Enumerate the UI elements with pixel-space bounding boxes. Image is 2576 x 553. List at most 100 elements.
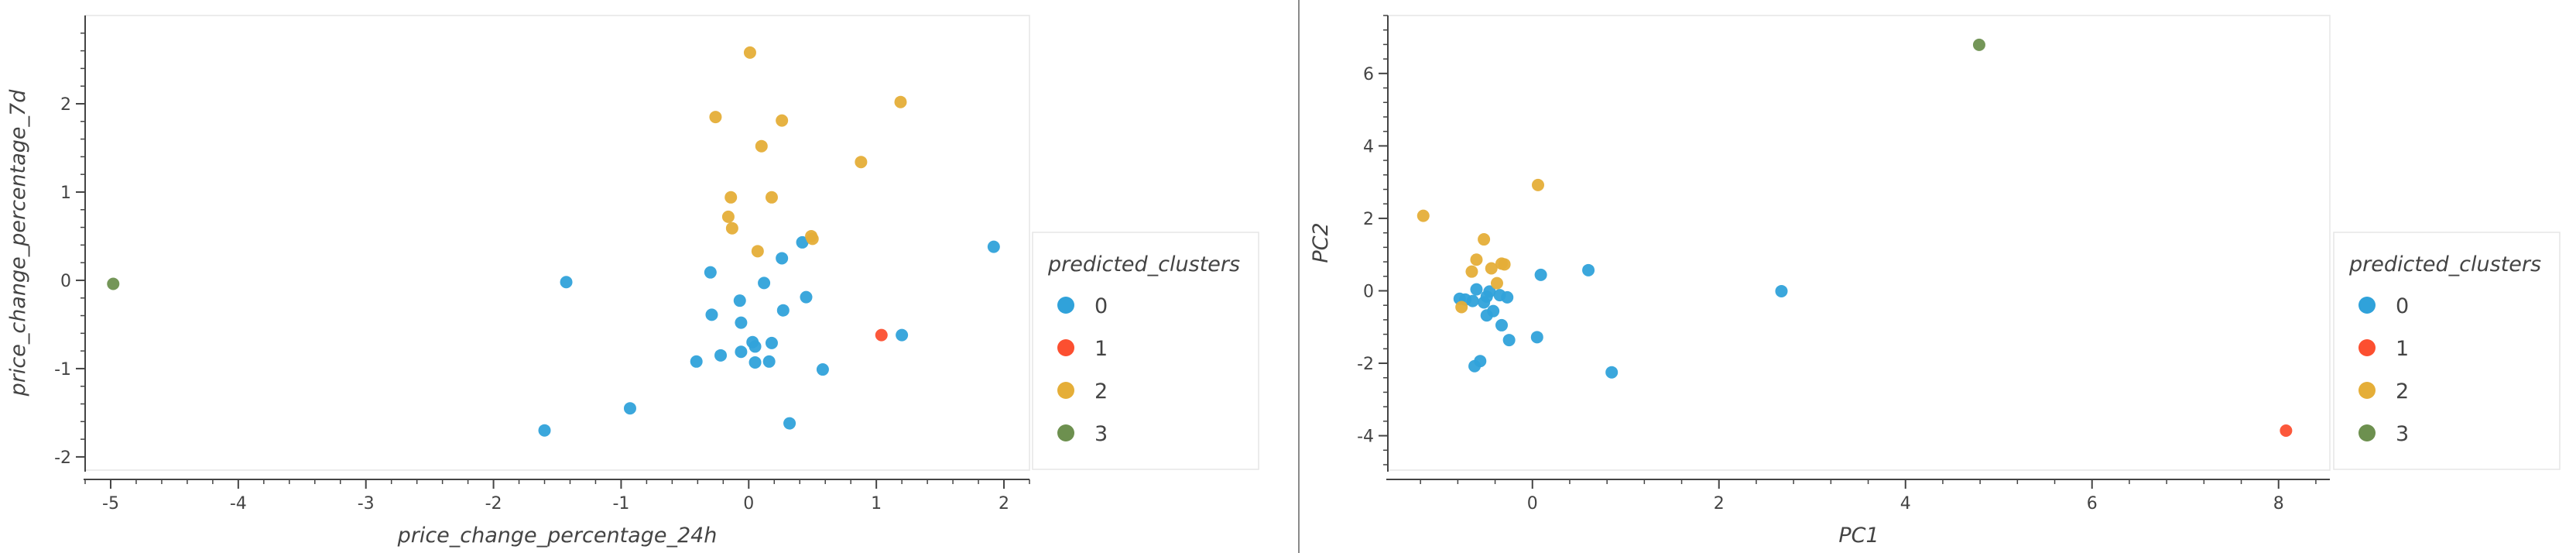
data-point: [816, 363, 829, 376]
data-point: [705, 308, 718, 321]
series-cluster-1: [2280, 424, 2293, 438]
data-point: [1972, 38, 1985, 51]
legend-label-0: 0: [2396, 294, 2409, 318]
data-point: [1478, 296, 1491, 309]
legend-title: predicted_clusters: [1047, 252, 1240, 276]
data-point: [735, 316, 748, 329]
data-point: [1534, 268, 1547, 281]
y-axis-title: price_change_percentage_7d: [6, 89, 30, 397]
data-point: [1530, 331, 1543, 344]
series-cluster-1: [875, 328, 888, 342]
data-point: [806, 232, 819, 246]
data-point: [1582, 263, 1595, 276]
legend-title: predicted_clusters: [2348, 252, 2541, 276]
y-tick-label: -2: [1357, 355, 1374, 374]
y-tick-label: 2: [60, 95, 71, 115]
series-cluster-2: [709, 46, 907, 258]
plot-area: [84, 15, 1030, 471]
x-tick-label: 2: [1714, 494, 1725, 514]
data-point: [796, 235, 809, 249]
y-tick-label: 0: [60, 272, 71, 291]
data-point: [758, 276, 771, 290]
data-point: [735, 345, 748, 359]
data-point: [690, 355, 703, 368]
x-tick-label: 1: [871, 494, 882, 514]
y-tick-label: 2: [1363, 210, 1374, 229]
legend-label-3: 3: [1094, 422, 1108, 446]
scatter-chart-pca: 0 2 4 6 8 -4 -2 0 2 4 6 PC1 PC2 predicted_clusters 0 1 2…: [1309, 15, 2561, 548]
x-axis-title: PC1: [1838, 524, 1879, 548]
data-point: [1501, 290, 1514, 304]
x-tick-label: 2: [999, 494, 1009, 514]
legend-marker-3: [1057, 424, 1074, 441]
plot-area: [1387, 15, 2331, 471]
data-point: [776, 252, 789, 265]
legend-label-2: 2: [1094, 380, 1108, 404]
panel-divider: [1298, 0, 1300, 553]
series-cluster-0: [538, 235, 1000, 437]
data-point: [721, 210, 735, 223]
x-tick-label: -4: [230, 494, 247, 514]
scatter-chart-price-change: -5 -4 -3 -2 -1 0 1 2 -2 -1 0 1 2 price_change_percent…: [6, 15, 1259, 548]
x-tick-label: -2: [485, 494, 502, 514]
data-point: [1485, 262, 1498, 275]
data-point: [776, 114, 789, 127]
data-point: [875, 328, 888, 342]
legend-label-1: 1: [1094, 337, 1108, 361]
x-tick-label: 8: [2273, 494, 2284, 514]
data-point: [1416, 209, 1430, 222]
data-point: [776, 304, 790, 317]
data-point: [1455, 301, 1468, 314]
x-tick-label: -5: [102, 494, 119, 514]
legend-marker-2: [1057, 382, 1074, 399]
data-point: [755, 139, 768, 153]
data-point: [748, 340, 762, 353]
x-tick-label: 4: [1900, 494, 1911, 514]
legend-marker-0: [2358, 297, 2376, 314]
data-point: [800, 290, 813, 304]
data-point: [765, 336, 778, 349]
data-point: [623, 402, 636, 415]
data-point: [724, 191, 738, 204]
legend-marker-2: [2358, 382, 2376, 399]
data-point: [1490, 276, 1503, 290]
data-point: [2280, 424, 2293, 438]
x-tick-label: 0: [743, 494, 754, 514]
data-point: [714, 349, 728, 362]
y-tick-label: -2: [54, 448, 71, 468]
data-point: [783, 417, 796, 430]
y-tick-label: -4: [1357, 428, 1374, 447]
data-point: [1470, 283, 1483, 296]
legend-marker-3: [2358, 424, 2376, 441]
legend-marker-1: [1057, 339, 1074, 356]
data-point: [987, 240, 1000, 253]
data-point: [896, 328, 909, 342]
data-point: [560, 276, 573, 289]
data-point: [1470, 253, 1483, 266]
legend-label-1: 1: [2396, 337, 2409, 361]
y-tick-label: 1: [60, 184, 71, 203]
legend-marker-1: [2358, 339, 2376, 356]
right-chart-panel: 0 2 4 6 8 -4 -2 0 2 4 6 PC1 PC2 predicted_clusters 0 1 2…: [1300, 0, 2576, 553]
data-point: [855, 156, 868, 169]
x-tick-label: -3: [358, 494, 375, 514]
legend-label-0: 0: [1094, 294, 1108, 318]
data-point: [743, 46, 756, 59]
legend-label-2: 2: [2396, 380, 2409, 404]
series-cluster-3: [1972, 38, 1985, 51]
y-axis-title: PC2: [1309, 222, 1333, 263]
data-point: [1465, 265, 1478, 278]
y-tick-label: 6: [1363, 65, 1374, 84]
data-point: [1502, 334, 1516, 347]
legend-label-3: 3: [2396, 422, 2409, 446]
data-point: [1480, 309, 1493, 322]
x-axis-title: price_change_percentage_24h: [397, 524, 718, 548]
data-point: [894, 95, 907, 108]
data-point: [538, 424, 551, 437]
x-tick-label: 0: [1527, 494, 1538, 514]
data-point: [725, 222, 738, 235]
data-point: [107, 277, 120, 290]
series-cluster-2: [1416, 178, 1544, 314]
data-point: [1775, 284, 1788, 297]
x-tick-label: -1: [612, 494, 629, 514]
